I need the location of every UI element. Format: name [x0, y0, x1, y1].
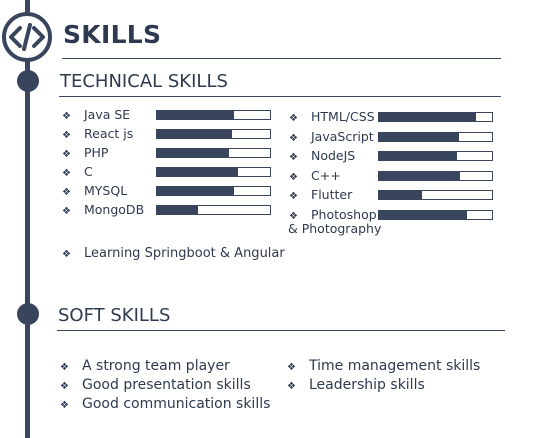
- skill-label: PHP: [84, 145, 109, 160]
- learning-label: Learning Springboot & Angular: [84, 246, 285, 261]
- soft-skill-item: ❖ Time management skills: [287, 358, 480, 374]
- diamond-bullet-icon: ❖: [62, 206, 71, 217]
- skill-item: ❖ React js: [62, 126, 133, 143]
- skill-label: React js: [84, 126, 134, 141]
- diamond-bullet-icon: ❖: [287, 381, 296, 392]
- diamond-bullet-icon: ❖: [60, 400, 69, 411]
- soft-skill-item: ❖ A strong team player: [60, 358, 230, 374]
- soft-skill-label: A strong team player: [82, 358, 230, 374]
- diamond-bullet-icon: ❖: [289, 113, 298, 124]
- skill-item: ❖ PHP: [62, 145, 108, 162]
- diamond-bullet-icon: ❖: [289, 191, 298, 203]
- skill-label: C: [84, 164, 93, 179]
- skill-item: ❖ Java SE: [62, 107, 130, 124]
- skill-level-fill: [157, 130, 232, 138]
- diamond-bullet-icon: ❖: [62, 187, 71, 198]
- soft-skill-label: Time management skills: [309, 358, 481, 374]
- skill-level-fill: [379, 152, 457, 161]
- skill-level-fill: [379, 171, 461, 180]
- diamond-bullet-icon: ❖: [289, 152, 298, 164]
- diamond-bullet-icon: ❖: [62, 168, 71, 179]
- skill-label: C++: [311, 167, 341, 183]
- skill-level-fill: [157, 149, 230, 157]
- skill-label-continued: & Photography: [288, 221, 382, 236]
- diamond-bullet-icon: ❖: [62, 111, 71, 122]
- skill-level-fill: [379, 191, 422, 200]
- diamond-bullet-icon: ❖: [289, 171, 298, 183]
- skill-label: NodeJS: [311, 148, 356, 164]
- skill-level-fill: [157, 187, 234, 195]
- skill-level-bar: [156, 167, 271, 177]
- skill-item: ❖ C++: [289, 168, 341, 185]
- learning-item: ❖ Learning Springboot & Angular: [62, 246, 285, 262]
- technical-divider: [59, 96, 501, 97]
- skill-item: ❖ Photoshop: [289, 207, 377, 224]
- diamond-bullet-icon: ❖: [60, 362, 69, 373]
- skill-item: ❖ Flutter: [289, 187, 352, 204]
- skill-level-bar: [156, 205, 271, 215]
- skill-level-fill: [379, 211, 468, 219]
- diamond-bullet-icon: ❖: [62, 249, 71, 260]
- diamond-bullet-icon: ❖: [287, 362, 296, 373]
- skill-level-bar: [378, 131, 493, 142]
- diamond-bullet-icon: ❖: [62, 130, 71, 141]
- skill-label: MongoDB: [84, 202, 145, 217]
- skill-level-bar: [378, 170, 493, 181]
- diamond-bullet-icon: ❖: [289, 132, 298, 144]
- skill-level-bar: [156, 110, 271, 120]
- timeline-dot-technical: [17, 70, 39, 92]
- skill-level-bar: [378, 151, 493, 162]
- soft-skill-label: Leadership skills: [309, 377, 425, 393]
- skill-level-bar: [156, 186, 271, 196]
- soft-skill-label: Good communication skills: [82, 396, 271, 412]
- soft-skills-title: SOFT SKILLS: [58, 305, 171, 326]
- skill-item: ❖ C: [62, 164, 93, 181]
- soft-skill-item: ❖ Good communication skills: [60, 396, 270, 412]
- skill-label: JavaScript: [311, 128, 374, 144]
- skill-level-bar: [156, 129, 271, 139]
- page-title: SKILLS: [63, 20, 162, 49]
- skill-label: HTML/CSS: [311, 109, 375, 124]
- skill-item: ❖ HTML/CSS: [289, 109, 375, 126]
- skill-level-fill: [379, 113, 477, 121]
- skill-level-fill: [157, 168, 239, 176]
- skill-level-bar: [378, 190, 493, 201]
- soft-skill-item: ❖ Leadership skills: [287, 377, 425, 393]
- skill-level-fill: [157, 111, 234, 119]
- skill-item: ❖ JavaScript: [289, 129, 374, 146]
- skill-level-fill: [157, 206, 198, 214]
- diamond-bullet-icon: ❖: [62, 149, 71, 160]
- technical-skills-title: TECHNICAL SKILLS: [60, 71, 228, 92]
- title-divider: [62, 58, 501, 59]
- skill-label: Photoshop: [311, 207, 377, 222]
- soft-skill-label: Good presentation skills: [82, 377, 251, 393]
- skill-level-fill: [379, 132, 460, 141]
- skill-level-bar: [156, 148, 271, 158]
- skill-level-bar: [378, 112, 493, 122]
- timeline-dot-soft: [17, 303, 39, 325]
- timeline-line: [25, 0, 30, 438]
- code-icon: [2, 12, 52, 62]
- diamond-bullet-icon: ❖: [289, 211, 298, 222]
- skill-level-bar: [378, 210, 493, 220]
- soft-divider: [57, 330, 505, 331]
- skill-label: Java SE: [84, 107, 131, 122]
- skill-item: ❖ MongoDB: [62, 202, 144, 219]
- skill-label: Flutter: [311, 187, 353, 203]
- skill-item: ❖ MYSQL: [62, 183, 127, 200]
- soft-skill-item: ❖ Good presentation skills: [60, 377, 251, 393]
- diamond-bullet-icon: ❖: [60, 381, 69, 392]
- skill-label: MYSQL: [84, 183, 128, 198]
- skill-item: ❖ NodeJS: [289, 148, 355, 165]
